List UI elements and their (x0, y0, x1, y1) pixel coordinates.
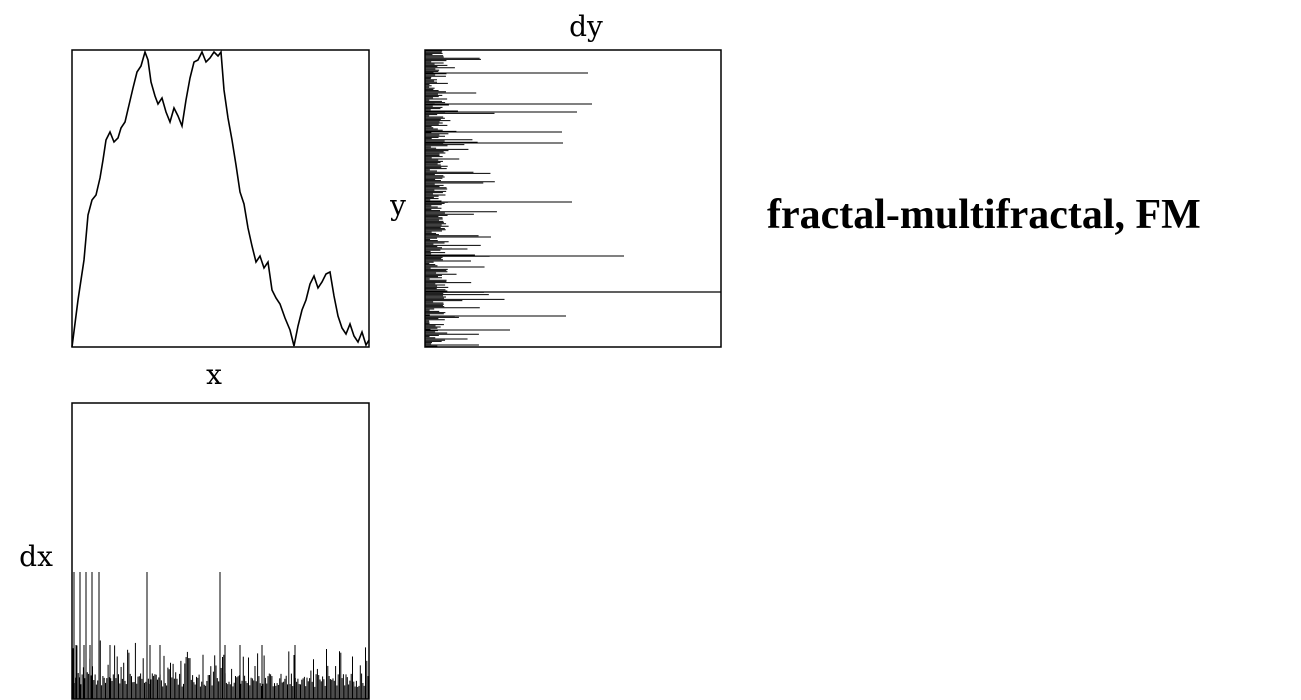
curve-panel (71, 49, 370, 348)
dx-bars (72, 572, 369, 699)
fm-curve (71, 49, 370, 348)
x-label: x (206, 358, 222, 391)
dy-bars (425, 50, 624, 347)
dx-label: dx (19, 540, 53, 573)
dy-label: dy (569, 10, 603, 43)
title: fractal-multifractal, FM (767, 192, 1201, 238)
y-label: y (389, 189, 406, 222)
dy-panel (424, 49, 722, 348)
